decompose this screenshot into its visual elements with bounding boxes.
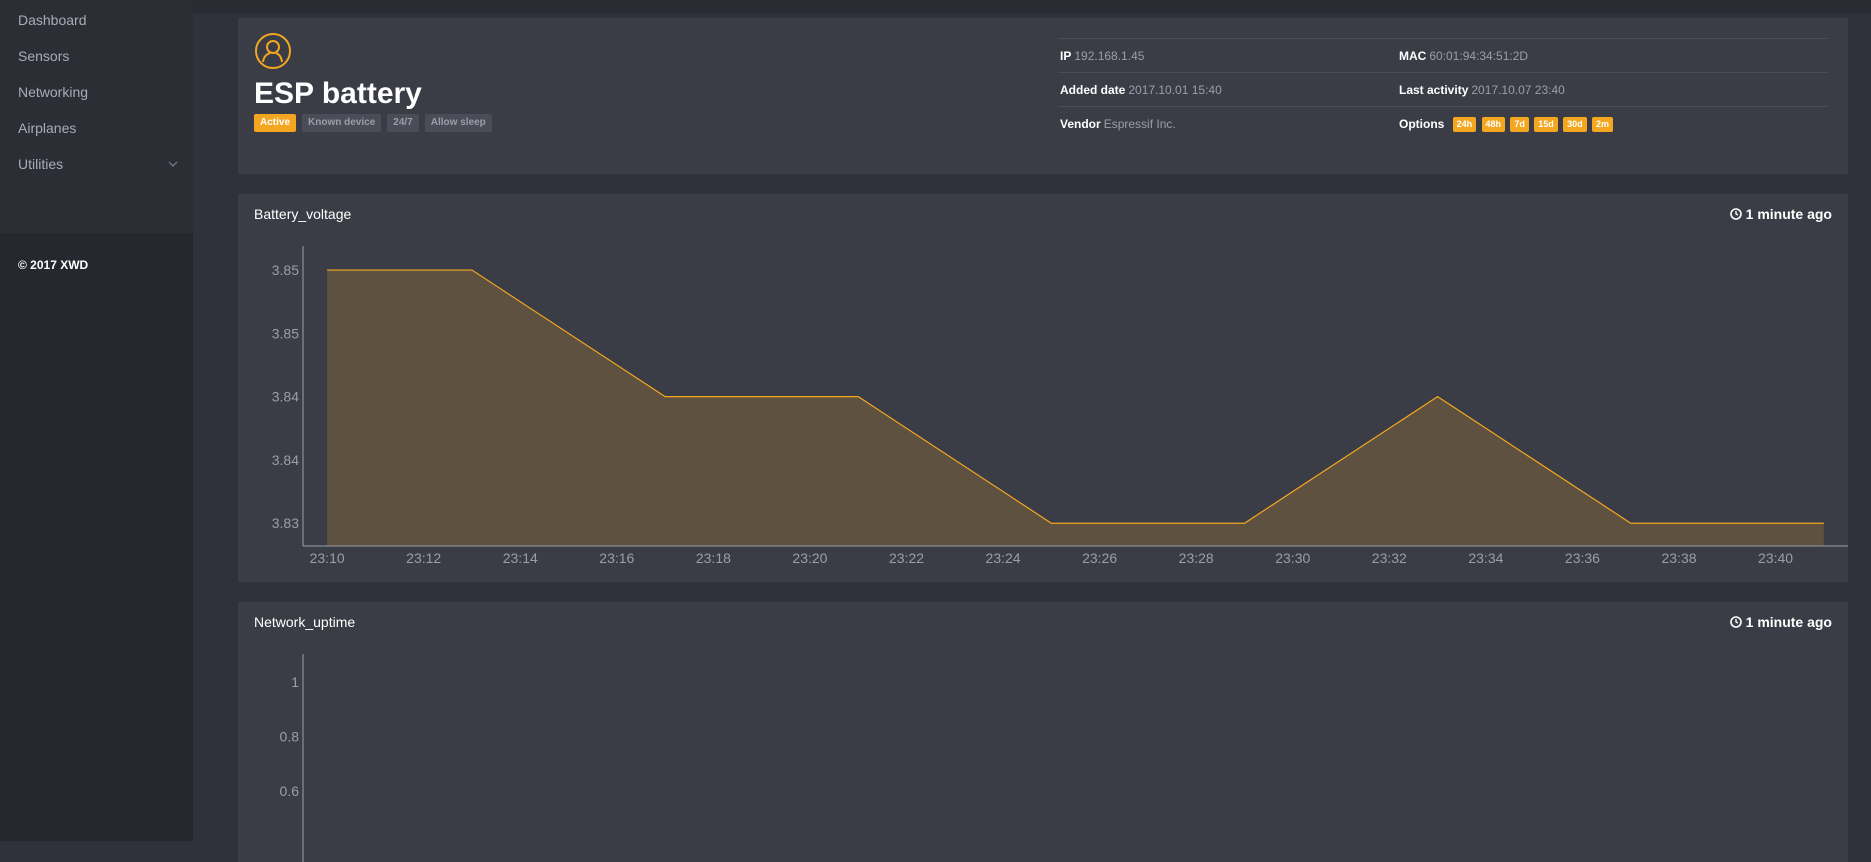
x-tick-label: 23:34 [1468,550,1503,566]
x-tick-label: 23:32 [1372,550,1407,566]
option-2m-button[interactable]: 2m [1591,117,1613,132]
status-badge-known: Known device [302,114,382,132]
info-row: Added date 2017.10.01 15:40 Last activity… [1058,72,1828,106]
battery-voltage-card: Battery_voltage 1 minute ago 3.85 3.85 3.8… [238,194,1848,582]
chart-updated: 1 minute ago [1729,614,1832,630]
info-row: Vendor Espressif Inc. Options 24h 48h 7d … [1058,106,1828,140]
x-tick-label: 23:16 [599,550,634,566]
option-30d-button[interactable]: 30d [1563,117,1587,132]
vendor-value: Espressif Inc. [1103,117,1176,131]
mac-field: MAC 60:01:94:34:51:2D [1399,49,1528,63]
options-field: Options 24h 48h 7d 15d 30d 2m [1399,117,1613,132]
sidebar: Dashboard Sensors Networking Airplanes U… [0,0,193,841]
network-uptime-card: Network_uptime 1 minute ago 1 0.8 0.6 [238,602,1848,862]
x-tick-label: 23:38 [1661,550,1696,566]
vendor-field: Vendor Espressif Inc. [1060,117,1176,131]
vendor-label: Vendor [1060,117,1101,131]
sidebar-nav: Dashboard Sensors Networking Airplanes U… [0,0,193,233]
y-tick-label: 0.6 [280,783,300,799]
options-label: Options [1399,117,1445,131]
added-date-value: 2017.10.01 15:40 [1128,83,1222,97]
chart-updated-text: 1 minute ago [1745,614,1832,630]
option-15d-button[interactable]: 15d [1534,117,1558,132]
option-24h-button[interactable]: 24h [1452,117,1477,132]
x-tick-label: 23:24 [986,550,1021,566]
y-tick-label: 3.85 [272,325,299,341]
x-tick-label: 23:40 [1758,550,1793,566]
chart-updated: 1 minute ago [1729,206,1832,222]
x-tick-label: 23:30 [1275,550,1310,566]
series-line [327,269,1824,524]
x-tick-label: 23:20 [792,550,827,566]
status-badge-24-7: 24/7 [387,114,419,132]
y-tick-label: 3.85 [272,262,299,278]
info-row: IP 192.168.1.45 MAC 60:01:94:34:51:2D [1058,38,1828,72]
chart-updated-text: 1 minute ago [1745,206,1832,222]
mac-label: MAC [1399,49,1427,63]
chart-title: Battery_voltage [254,206,352,222]
added-date-field: Added date 2017.10.01 15:40 [1060,83,1222,97]
y-tick-label: 0.8 [280,728,300,744]
x-tick-label: 23:22 [889,550,924,566]
battery-voltage-chart: 3.85 3.85 3.84 3.84 3.83 23:10 23:12 23:14 23:16… [272,246,1848,566]
user-circle-icon [255,33,291,69]
sidebar-item-sensors[interactable]: Sensors [18,48,70,64]
y-tick-label: 3.83 [272,515,299,531]
x-tick-label: 23:36 [1565,550,1600,566]
copyright-footer: © 2017 XWD [18,258,89,272]
page-title: ESP battery [254,77,422,110]
status-badge-allow-sleep: Allow sleep [424,114,492,132]
status-badge-active: Active [254,114,297,132]
sidebar-item-label: Utilities [18,156,64,172]
x-tick-label: 23:14 [503,550,538,566]
mac-value: 60:01:94:34:51:2D [1429,49,1529,63]
added-date-label: Added date [1060,83,1126,97]
last-activity-label: Last activity [1399,83,1469,97]
sidebar-item-airplanes[interactable]: Airplanes [18,120,77,136]
option-7d-button[interactable]: 7d [1510,117,1529,132]
chart-title: Network_uptime [254,614,356,630]
network-uptime-chart: 1 0.8 0.6 [280,654,304,862]
x-tick-label: 23:10 [310,550,345,566]
sidebar-item-networking[interactable]: Networking [18,84,89,100]
option-48h-button[interactable]: 48h [1481,117,1506,132]
sidebar-item-utilities[interactable]: Utilities [0,150,193,186]
last-activity-field: Last activity 2017.10.07 23:40 [1399,83,1565,97]
device-info-grid: IP 192.168.1.45 MAC 60:01:94:34:51:2D Adde… [1058,38,1828,140]
series-area [327,270,1824,546]
main-content: ESP battery Active Known device 24/7 All… [193,0,1871,862]
device-card: ESP battery Active Known device 24/7 All… [238,18,1848,174]
ip-field: IP 192.168.1.45 [1060,49,1144,63]
ip-value: 192.168.1.45 [1074,49,1145,63]
chevron-down-icon [168,161,178,167]
y-tick-label: 3.84 [272,389,299,405]
last-activity-value: 2017.10.07 23:40 [1471,83,1565,97]
sidebar-item-dashboard[interactable]: Dashboard [18,12,87,28]
x-tick-label: 23:12 [406,550,441,566]
x-tick-label: 23:26 [1082,550,1117,566]
clock-icon [1729,616,1742,628]
x-tick-label: 23:28 [1179,550,1214,566]
y-tick-label: 3.84 [272,452,299,468]
clock-icon [1729,208,1742,220]
device-badges: Active Known device 24/7 Allow sleep [254,114,492,132]
top-bar [193,0,1871,14]
x-tick-label: 23:18 [696,550,731,566]
y-tick-label: 1 [291,674,299,690]
ip-label: IP [1060,49,1072,63]
